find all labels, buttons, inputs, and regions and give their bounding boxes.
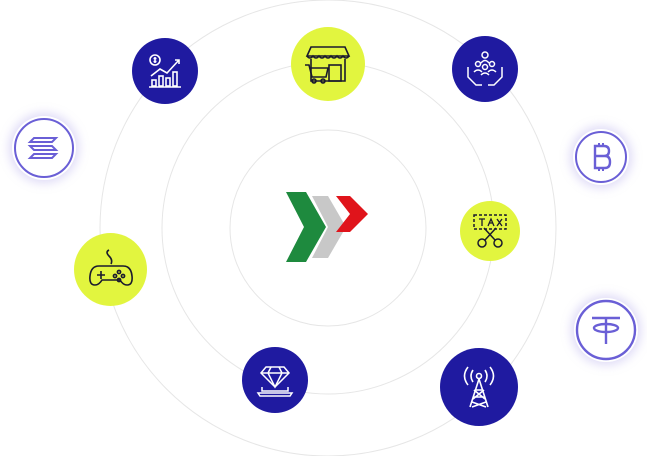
game-controller-icon [88,248,133,286]
inner-ring [229,129,427,327]
shop-cart-icon [305,46,351,84]
outer-ring [99,0,557,456]
nft-node[interactable] [242,347,308,413]
finance-chart-node[interactable] [132,38,198,104]
solana-coin-icon [14,118,74,178]
radio-tower-icon [463,366,495,408]
tether-coin-icon [575,299,637,361]
finance-chart-icon [149,54,181,88]
community-node[interactable] [452,36,518,102]
telecom-node[interactable] [440,348,518,426]
logo-red-chevron [336,196,368,232]
shop-cart-node[interactable] [291,27,365,101]
center-logo [284,192,374,264]
logo-gray-chevron [312,196,346,258]
tax-node[interactable] [460,201,520,261]
gaming-node[interactable] [74,233,147,306]
bitcoin-coin-icon [575,131,627,183]
community-hands-icon [467,51,503,86]
logo-green-chevron [286,192,326,262]
diamond-laptop-icon [256,366,294,397]
tax-scissors-icon [473,214,507,248]
solana-coin[interactable] [12,116,76,180]
tether-coin[interactable] [574,298,638,362]
bitcoin-coin[interactable] [573,129,629,185]
